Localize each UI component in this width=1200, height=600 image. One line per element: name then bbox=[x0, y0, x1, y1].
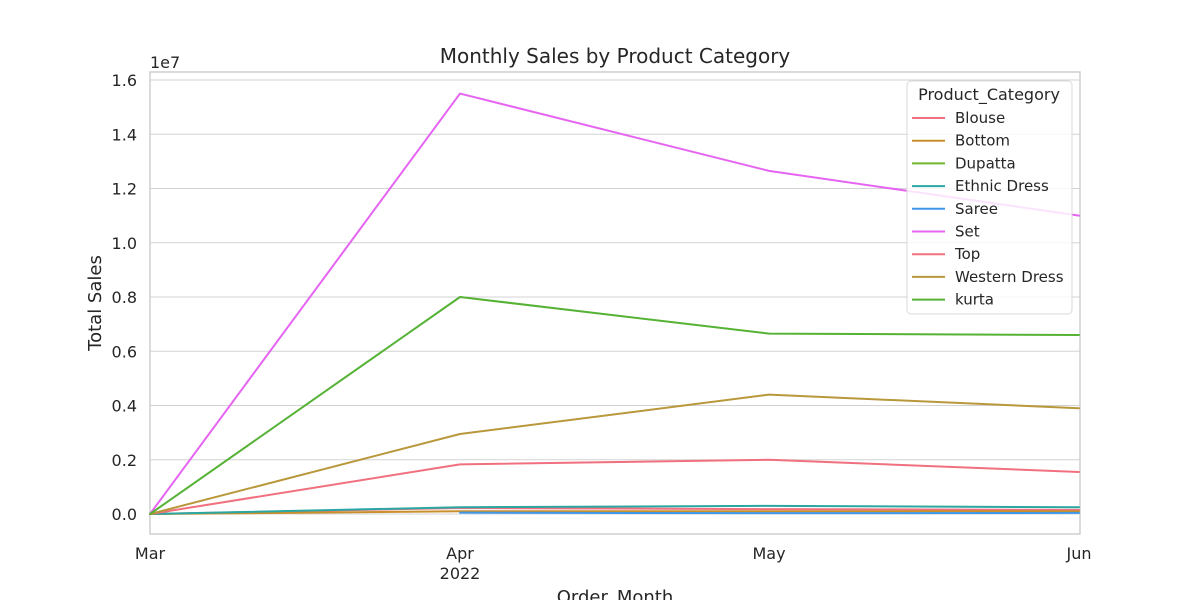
legend-item-label: Bottom bbox=[955, 132, 1010, 150]
x-tick-label: May bbox=[752, 544, 785, 563]
x-tick-label: Apr bbox=[446, 544, 474, 563]
plot-frame bbox=[149, 71, 1081, 535]
legend-item-label: Set bbox=[955, 223, 980, 241]
legend-item-label: Dupatta bbox=[955, 154, 1016, 172]
y-tick-label: 1.4 bbox=[112, 125, 137, 144]
x-tick-label: Mar bbox=[135, 544, 166, 563]
legend-item-label: Ethnic Dress bbox=[955, 177, 1049, 195]
legend-box bbox=[906, 80, 1073, 315]
x-year-label: 2022 bbox=[440, 564, 481, 583]
legend-title: Product_Category bbox=[918, 85, 1060, 105]
y-tick-label: 1.2 bbox=[112, 180, 137, 199]
series-line-bottom bbox=[149, 510, 1080, 515]
series-line-western-dress bbox=[149, 393, 1080, 515]
series-group bbox=[149, 92, 1080, 515]
x-axis-label: Order_Month bbox=[557, 587, 674, 600]
y-axis-multiplier: 1e7 bbox=[150, 53, 180, 72]
y-axis-label: Total Sales bbox=[85, 255, 106, 352]
y-tick-label: 0.8 bbox=[112, 288, 137, 307]
legend-item-label: Top bbox=[954, 245, 980, 263]
legend-item-label: kurta bbox=[955, 291, 994, 309]
y-tick-label: 0.6 bbox=[112, 342, 137, 361]
y-tick-label: 0.2 bbox=[112, 451, 137, 470]
x-tick-label: Jun bbox=[1066, 544, 1092, 563]
y-tick-label: 1.0 bbox=[112, 234, 137, 253]
legend: Product_Category Blouse Bottom Dupatta Ethni… bbox=[906, 80, 1073, 315]
y-tick-label: 0.0 bbox=[112, 505, 137, 524]
series-line-saree bbox=[459, 511, 1080, 515]
legend-item-label: Blouse bbox=[955, 109, 1005, 127]
y-tick-label: 1.6 bbox=[112, 71, 137, 90]
legend-item-label: Saree bbox=[955, 200, 998, 218]
legend-item-label: Western Dress bbox=[955, 268, 1064, 286]
series-line-ethnic-dress bbox=[149, 504, 1080, 515]
y-tick-label: 0.4 bbox=[112, 397, 137, 416]
chart-title: Monthly Sales by Product Category bbox=[440, 44, 791, 68]
series-line-top bbox=[149, 458, 1080, 515]
series-line-kurta bbox=[149, 296, 1080, 515]
